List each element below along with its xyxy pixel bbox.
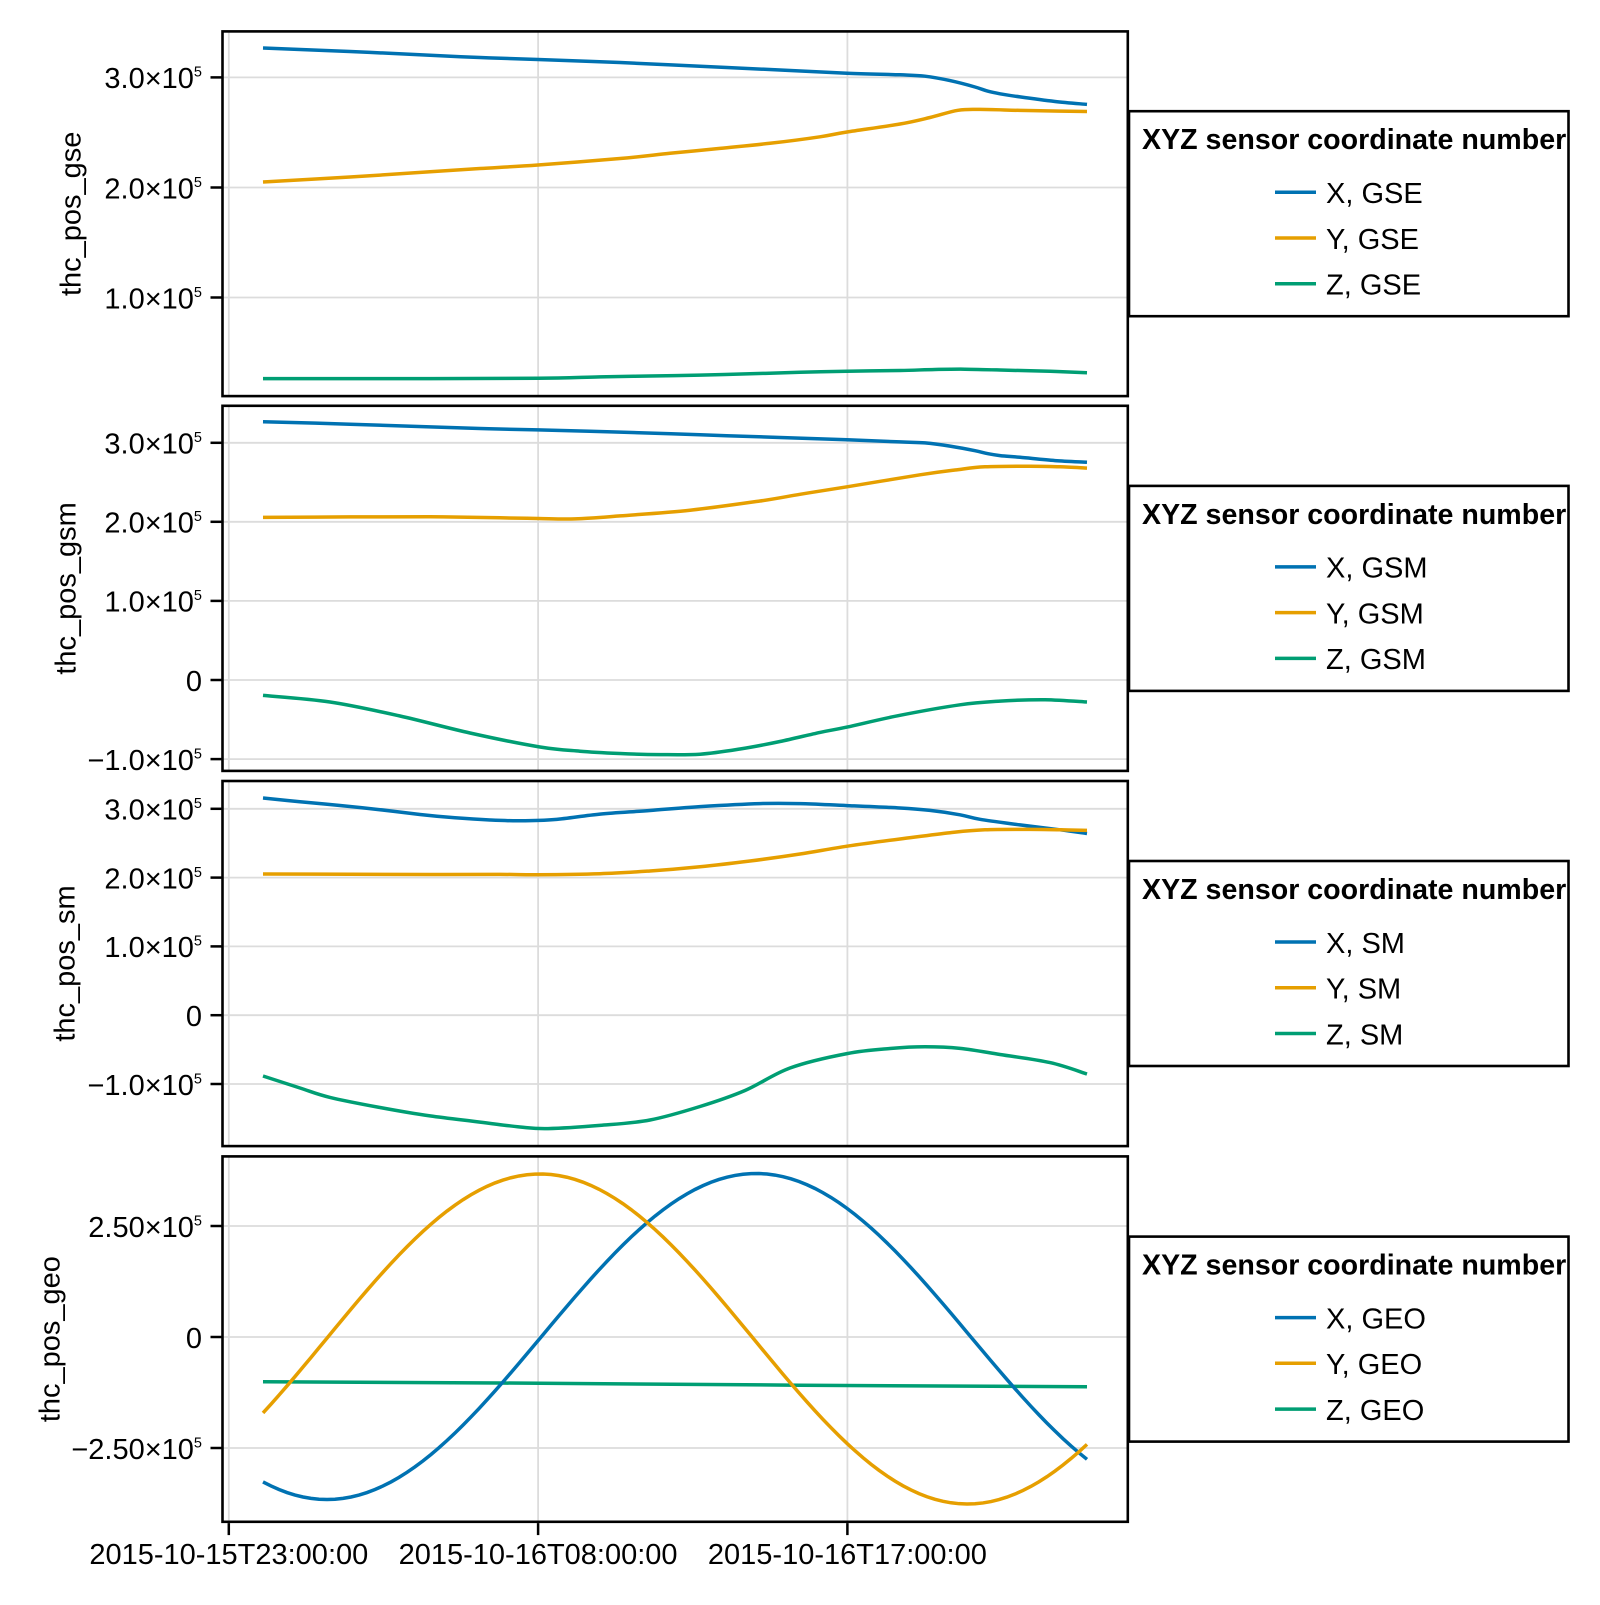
svg-text:Y, GEO: Y, GEO xyxy=(1326,1349,1422,1381)
svg-text:thc_pos_geo: thc_pos_geo xyxy=(35,1256,67,1422)
svg-text:X, GEO: X, GEO xyxy=(1326,1303,1426,1335)
svg-text:3.0×105: 3.0×105 xyxy=(104,795,202,827)
svg-text:XYZ sensor coordinate number: XYZ sensor coordinate number xyxy=(1142,1250,1566,1282)
svg-text:2015-10-15T23:00:00: 2015-10-15T23:00:00 xyxy=(89,1539,368,1571)
svg-text:X, SM: X, SM xyxy=(1326,928,1405,960)
svg-text:X, GSM: X, GSM xyxy=(1326,553,1428,585)
svg-text:X, GSE: X, GSE xyxy=(1326,178,1423,210)
svg-text:Y, SM: Y, SM xyxy=(1326,974,1401,1006)
svg-text:Y, GSM: Y, GSM xyxy=(1326,598,1424,630)
svg-text:Z, GSM: Z, GSM xyxy=(1326,644,1426,676)
svg-text:3.0×105: 3.0×105 xyxy=(104,429,202,461)
svg-text:−1.0×105: −1.0×105 xyxy=(87,745,202,777)
svg-text:2015-10-16T17:00:00: 2015-10-16T17:00:00 xyxy=(708,1539,987,1571)
svg-text:3.0×105: 3.0×105 xyxy=(104,63,202,95)
svg-text:2.0×105: 2.0×105 xyxy=(104,508,202,540)
svg-text:1.0×105: 1.0×105 xyxy=(104,932,202,964)
svg-text:−2.50×105: −2.50×105 xyxy=(71,1434,202,1466)
svg-text:2015-10-16T08:00:00: 2015-10-16T08:00:00 xyxy=(399,1539,678,1571)
svg-text:2.0×105: 2.0×105 xyxy=(104,173,202,205)
svg-text:0: 0 xyxy=(186,666,202,698)
svg-text:1.0×105: 1.0×105 xyxy=(104,587,202,619)
svg-text:XYZ sensor coordinate number: XYZ sensor coordinate number xyxy=(1142,499,1566,531)
svg-text:1.0×105: 1.0×105 xyxy=(104,283,202,315)
svg-text:thc_pos_sm: thc_pos_sm xyxy=(50,885,82,1041)
svg-text:thc_pos_gse: thc_pos_gse xyxy=(56,132,88,296)
svg-text:Y, GSE: Y, GSE xyxy=(1326,224,1419,256)
svg-text:−1.0×105: −1.0×105 xyxy=(87,1070,202,1102)
svg-text:XYZ sensor coordinate number: XYZ sensor coordinate number xyxy=(1142,124,1566,156)
svg-text:Z, GEO: Z, GEO xyxy=(1326,1395,1424,1427)
svg-text:Z, SM: Z, SM xyxy=(1326,1019,1403,1051)
svg-text:0: 0 xyxy=(186,1323,202,1355)
svg-text:Z, GSE: Z, GSE xyxy=(1326,270,1421,302)
svg-text:XYZ sensor coordinate number: XYZ sensor coordinate number xyxy=(1142,874,1566,906)
svg-text:2.50×105: 2.50×105 xyxy=(88,1212,202,1244)
svg-text:thc_pos_gsm: thc_pos_gsm xyxy=(51,502,83,675)
svg-text:2.0×105: 2.0×105 xyxy=(104,863,202,895)
svg-text:0: 0 xyxy=(186,1001,202,1033)
